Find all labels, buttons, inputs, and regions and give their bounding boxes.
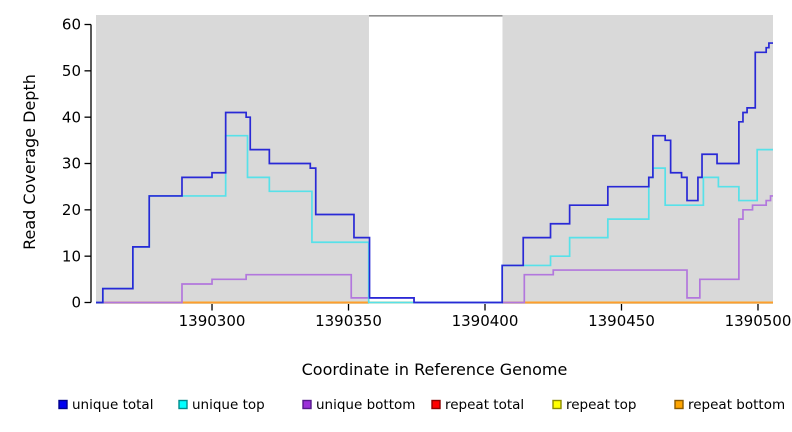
y-tick-label-20: 20 <box>62 201 81 219</box>
y-tick-label-0: 0 <box>71 294 81 312</box>
y-tick-label-60: 60 <box>62 16 81 34</box>
y-axis-title: Read Coverage Depth <box>20 74 39 250</box>
x-tick-label-1390300: 1390300 <box>179 312 246 330</box>
x-tick-label-1390400: 1390400 <box>452 312 519 330</box>
y-tick-label-50: 50 <box>62 62 81 80</box>
y-tick-label-30: 30 <box>62 155 81 173</box>
y-tick-label-10: 10 <box>62 247 81 265</box>
legend-label-repeat-bottom: repeat bottom <box>688 397 785 413</box>
x-tick-label-1390350: 1390350 <box>315 312 382 330</box>
legend-swatch-repeat-top <box>552 399 562 410</box>
x-tick-label-1390500: 1390500 <box>725 312 792 330</box>
series-line-unique-total <box>96 42 773 304</box>
legend-label-repeat-top: repeat top <box>566 397 636 413</box>
legend-label-unique-top: unique top <box>192 397 265 413</box>
y-tick-label-40: 40 <box>62 108 81 126</box>
legend-label-repeat-total: repeat total <box>445 397 524 413</box>
series-line-unique-top <box>96 134 773 304</box>
legend-label-unique-bottom: unique bottom <box>316 397 415 413</box>
legend-swatch-repeat-total <box>431 399 441 410</box>
masked-region <box>368 15 503 304</box>
legend-swatch-unique-top <box>178 399 188 410</box>
legend-label-unique-total: unique total <box>72 397 153 413</box>
series-line-unique-bottom <box>96 195 773 304</box>
x-axis-title: Coordinate in Reference Genome <box>301 360 568 379</box>
legend-swatch-unique-bottom <box>302 399 312 410</box>
legend-swatch-repeat-bottom <box>674 399 684 410</box>
x-tick-label-1390450: 1390450 <box>588 312 655 330</box>
legend-swatch-unique-total <box>58 399 68 410</box>
